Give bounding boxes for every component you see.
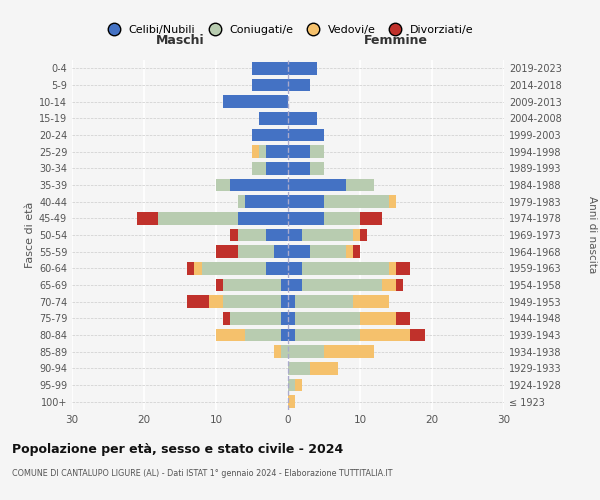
Text: COMUNE DI CANTALUPO LIGURE (AL) - Dati ISTAT 1° gennaio 2024 - Elaborazione TUTT: COMUNE DI CANTALUPO LIGURE (AL) - Dati I…: [12, 469, 392, 478]
Bar: [288, 312, 295, 324]
Bar: [396, 262, 410, 274]
Bar: [259, 112, 288, 124]
Bar: [288, 329, 295, 341]
Bar: [281, 296, 288, 308]
Bar: [360, 229, 367, 241]
Bar: [238, 229, 266, 241]
Bar: [346, 246, 353, 258]
Bar: [396, 279, 403, 291]
Bar: [288, 279, 302, 291]
Bar: [288, 162, 310, 174]
Bar: [288, 112, 317, 124]
Bar: [288, 129, 324, 141]
Text: Anni di nascita: Anni di nascita: [587, 196, 597, 274]
Bar: [382, 279, 396, 291]
Bar: [230, 312, 281, 324]
Bar: [288, 229, 302, 241]
Bar: [238, 246, 274, 258]
Bar: [288, 362, 310, 374]
Bar: [360, 312, 396, 324]
Bar: [288, 346, 324, 358]
Bar: [281, 346, 288, 358]
Bar: [360, 212, 382, 224]
Bar: [310, 162, 324, 174]
Bar: [288, 79, 310, 92]
Bar: [288, 62, 317, 74]
Text: Popolazione per età, sesso e stato civile - 2024: Popolazione per età, sesso e stato civil…: [12, 442, 343, 456]
Y-axis label: Fasce di età: Fasce di età: [25, 202, 35, 268]
Legend: Celibi/Nubili, Coniugati/e, Vedovi/e, Divorziati/e: Celibi/Nubili, Coniugati/e, Vedovi/e, Di…: [98, 20, 478, 39]
Bar: [158, 212, 238, 224]
Bar: [252, 62, 288, 74]
Bar: [324, 196, 389, 208]
Bar: [274, 246, 288, 258]
Bar: [281, 279, 288, 291]
Bar: [216, 179, 230, 192]
Bar: [137, 212, 158, 224]
Bar: [266, 146, 288, 158]
Bar: [295, 379, 302, 391]
Bar: [288, 296, 295, 308]
Bar: [187, 262, 194, 274]
Text: Femmine: Femmine: [364, 34, 428, 46]
Bar: [288, 196, 324, 208]
Bar: [353, 229, 360, 241]
Bar: [324, 346, 374, 358]
Bar: [252, 146, 259, 158]
Bar: [410, 329, 425, 341]
Bar: [288, 179, 346, 192]
Bar: [310, 246, 346, 258]
Bar: [223, 96, 288, 108]
Bar: [230, 179, 288, 192]
Bar: [389, 262, 396, 274]
Bar: [230, 229, 238, 241]
Bar: [310, 362, 338, 374]
Bar: [288, 379, 295, 391]
Bar: [216, 246, 238, 258]
Bar: [266, 262, 288, 274]
Bar: [346, 179, 374, 192]
Bar: [360, 329, 410, 341]
Bar: [288, 262, 302, 274]
Bar: [223, 279, 281, 291]
Bar: [295, 329, 360, 341]
Bar: [259, 146, 266, 158]
Bar: [223, 296, 281, 308]
Bar: [281, 329, 288, 341]
Bar: [252, 129, 288, 141]
Bar: [288, 212, 324, 224]
Bar: [245, 329, 281, 341]
Bar: [302, 262, 389, 274]
Bar: [209, 296, 223, 308]
Bar: [266, 229, 288, 241]
Bar: [216, 329, 245, 341]
Bar: [245, 196, 288, 208]
Bar: [310, 146, 324, 158]
Bar: [238, 196, 245, 208]
Bar: [353, 296, 389, 308]
Bar: [353, 246, 360, 258]
Bar: [324, 212, 360, 224]
Text: Maschi: Maschi: [155, 34, 205, 46]
Bar: [302, 279, 382, 291]
Bar: [202, 262, 266, 274]
Bar: [302, 229, 353, 241]
Bar: [187, 296, 209, 308]
Bar: [295, 312, 360, 324]
Bar: [295, 296, 353, 308]
Bar: [216, 279, 223, 291]
Bar: [252, 162, 266, 174]
Bar: [288, 246, 310, 258]
Bar: [194, 262, 202, 274]
Bar: [396, 312, 410, 324]
Bar: [274, 346, 281, 358]
Bar: [266, 162, 288, 174]
Bar: [288, 146, 310, 158]
Bar: [238, 212, 288, 224]
Bar: [389, 196, 396, 208]
Bar: [252, 79, 288, 92]
Bar: [223, 312, 230, 324]
Bar: [288, 396, 295, 408]
Bar: [281, 312, 288, 324]
